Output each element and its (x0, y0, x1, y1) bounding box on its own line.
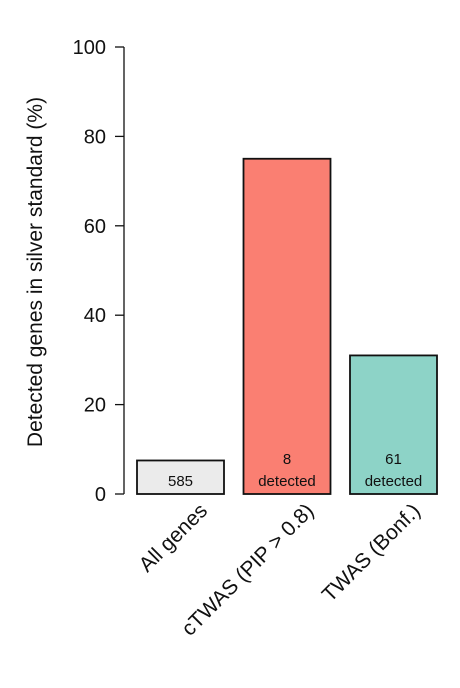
bar-labels: 585 8 detected 61 detected (168, 451, 422, 490)
x-category-label: All genes (135, 499, 212, 576)
bar (242, 157, 332, 495)
bar-value-label: 8 (283, 451, 291, 468)
y-axis-ticks: 0 20 40 60 80 100 (73, 37, 124, 506)
y-axis-label: Detected genes in silver standard (%) (24, 97, 47, 447)
bar (136, 459, 225, 495)
y-tick-label: 0 (95, 484, 106, 506)
y-tick-label: 20 (84, 395, 106, 417)
y-tick-label: 100 (73, 37, 106, 59)
x-category-label: TWAS (Bonf.) (318, 499, 425, 606)
bar (349, 354, 438, 495)
bar-value-label: detected (258, 473, 316, 490)
y-tick-label: 80 (84, 126, 106, 148)
bar-value-label: 61 (385, 451, 402, 468)
bars (136, 157, 438, 495)
y-tick-label: 40 (84, 305, 106, 327)
bar-value-label: detected (365, 473, 423, 490)
y-tick-label: 60 (84, 216, 106, 238)
bar-value-label: 585 (168, 473, 193, 490)
